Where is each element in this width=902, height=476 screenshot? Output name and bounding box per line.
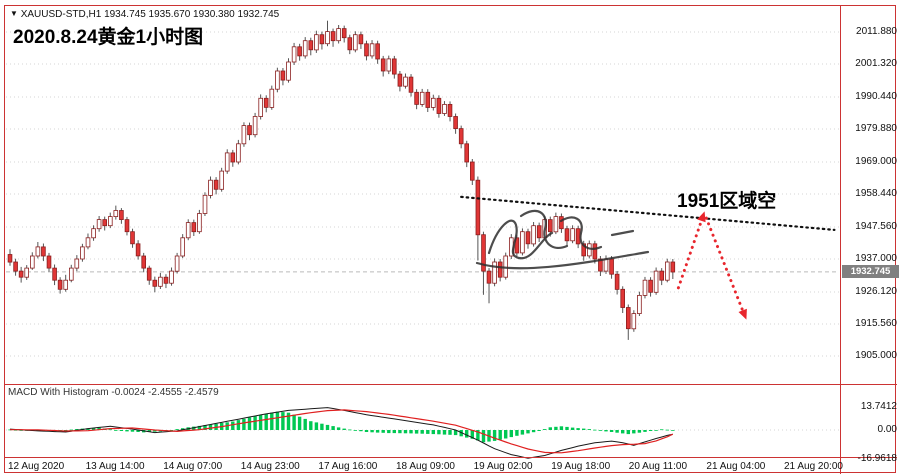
price-axis-label: 2011.880 [856, 26, 897, 37]
time-axis-label: 21 Aug 04:00 [706, 461, 766, 472]
time-axis-label: 14 Aug 23:00 [240, 461, 300, 472]
watermark-signature [475, 209, 650, 270]
symbol-name: XAUUSD-STD,H1 [20, 9, 102, 20]
macd-axis-label: -16.9618 [857, 452, 897, 464]
symbol-quote: 1934.745 1935.670 1930.380 1932.745 [104, 9, 280, 20]
macd-values: -0.0024 -2.4555 -2.4579 [111, 387, 219, 398]
price-axis-label: 1969.000 [855, 156, 897, 167]
time-axis-label: 14 Aug 07:00 [163, 461, 223, 472]
macd-indicator-label: MACD With Histogram -0.0024 -2.4555 -2.4… [8, 387, 219, 398]
price-axis-label: 1937.000 [855, 253, 897, 264]
projection-arrow-up[interactable] [676, 211, 706, 290]
time-axis-label: 21 Aug 20:00 [784, 461, 843, 472]
time-axis-label: 19 Aug 02:00 [473, 461, 533, 472]
price-axis-label: 1958.440 [855, 188, 897, 199]
annotation-layer [460, 195, 836, 320]
time-axis-label: 19 Aug 18:00 [551, 461, 611, 472]
price-axis-label: 1990.440 [855, 91, 897, 102]
time-axis-label: 12 Aug 2020 [8, 461, 65, 472]
time-axis-label: 18 Aug 09:00 [396, 461, 455, 472]
time-axis[interactable]: 12 Aug 2020 13 Aug 14:00 14 Aug 07:00 14 Au… [0, 460, 902, 475]
annotation-1951-label[interactable]: 1951区域空 [677, 191, 777, 212]
chart-title: 2020.8.24黄金1小时图 [13, 27, 204, 48]
price-axis-label: 1926.120 [855, 286, 897, 297]
macd-layer [8, 407, 675, 459]
symbol-dropdown-icon[interactable]: ▼ [10, 9, 18, 18]
current-price-badge: 1932.745 [842, 265, 899, 279]
candlestick-layer [7, 20, 676, 340]
price-axis[interactable]: 1932.745 2011.880 2001.320 1990.440 1979.88… [841, 0, 902, 476]
price-axis-label: 1905.000 [855, 350, 897, 361]
time-axis-label: 13 Aug 14:00 [85, 461, 145, 472]
symbol-info: ▼ XAUUSD-STD,H1 1934.745 1935.670 1930.3… [10, 9, 279, 20]
price-axis-label: 2001.320 [855, 58, 897, 69]
macd-axis-label: 0.00 [877, 424, 897, 435]
price-axis-label: 1947.560 [855, 221, 897, 232]
time-axis-label: 17 Aug 16:00 [318, 461, 378, 472]
time-axis-label: 20 Aug 11:00 [628, 461, 687, 472]
macd-title: MACD With Histogram [8, 387, 109, 398]
price-axis-label: 1979.880 [855, 123, 897, 134]
projection-arrow-down[interactable] [704, 216, 747, 320]
price-axis-label: 1915.560 [855, 318, 897, 329]
trendline-dotted[interactable] [460, 195, 836, 231]
macd-axis-label: 13.7412 [860, 400, 897, 412]
